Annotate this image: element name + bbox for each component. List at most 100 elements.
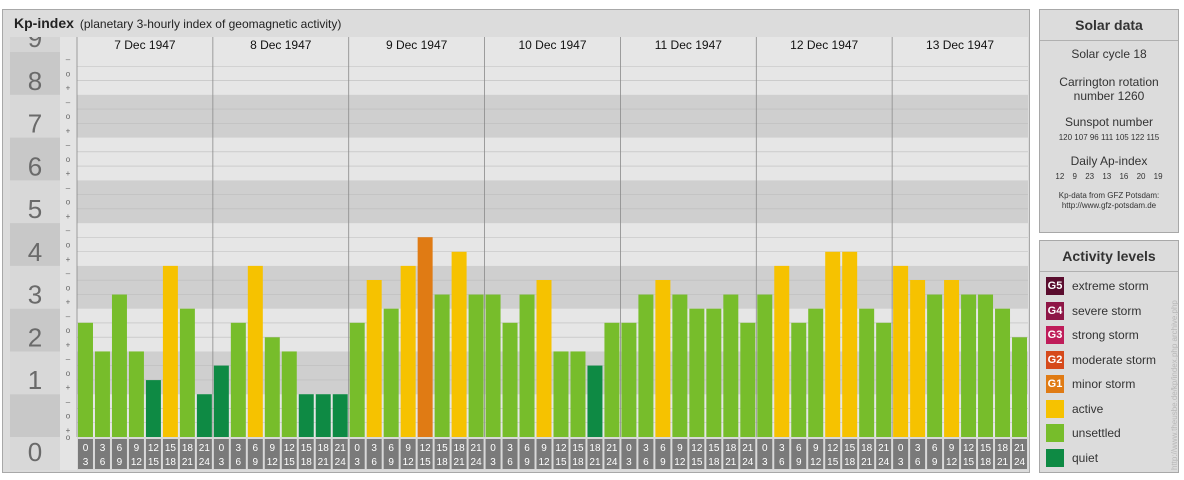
time-slot-start: 15 (437, 443, 449, 454)
time-slot-start: 6 (388, 443, 394, 454)
time-slot-end: 12 (267, 457, 279, 468)
kp-bar (774, 265, 790, 437)
time-slot-cell (859, 439, 875, 469)
activity-level-label: minor storm (1072, 377, 1136, 391)
minor-marker: o (66, 112, 71, 121)
time-slot-end: 6 (100, 457, 106, 468)
time-slot-end: 6 (371, 457, 377, 468)
minor-marker: – (66, 355, 71, 364)
kp-bar (859, 308, 875, 437)
time-slot-start: 21 (199, 443, 211, 454)
activity-level-swatch (1046, 399, 1064, 418)
time-slot-cell (910, 439, 926, 469)
kp-bar (689, 308, 705, 437)
minor-marker: – (66, 269, 71, 278)
time-slot-cell (774, 439, 790, 469)
time-slot-cell (162, 439, 178, 469)
kp-bar (791, 322, 807, 437)
time-slot-cell (825, 439, 841, 469)
minor-marker: o (66, 241, 71, 250)
minor-marker: o (66, 69, 71, 78)
time-slot-end: 3 (898, 457, 904, 468)
kp-bar (230, 322, 246, 437)
time-slot-cell (179, 439, 195, 469)
kp-bar (638, 294, 654, 437)
time-slot-end: 18 (165, 457, 177, 468)
activity-level-swatch: G5 (1046, 277, 1064, 295)
day-label: 11 Dec 1947 (655, 38, 722, 52)
time-slot-start: 12 (555, 443, 567, 454)
time-slot-end: 9 (932, 457, 938, 468)
time-slot-cell (213, 439, 229, 469)
time-slot-start: 15 (301, 443, 313, 454)
time-slot-start: 15 (980, 443, 992, 454)
time-slot-start: 6 (117, 443, 123, 454)
plot-band (77, 180, 1028, 224)
kp-bar (621, 322, 637, 437)
time-slot-end: 21 (454, 457, 466, 468)
watermark[interactable]: http://www.theusbe.de/kp/index.php archi… (1170, 300, 1179, 470)
y-label-band (10, 137, 60, 181)
kp-bar (383, 308, 399, 437)
activity-level-item: G4 severe storm (1046, 301, 1141, 321)
minor-marker: + (66, 84, 71, 93)
credit-url[interactable]: http://www.gfz-potsdam.de (1061, 201, 1157, 210)
kp-bar (485, 294, 501, 437)
plot-band (77, 265, 1028, 309)
credit-line-1: Kp-data from GFZ Potsdam: (1058, 191, 1160, 200)
y-tick-label: 2 (28, 322, 42, 352)
ap-index-values: 12 9 23 13 16 20 19 (1055, 172, 1163, 181)
chart-title: Kp-index (14, 15, 74, 31)
time-slot-start: 21 (1014, 443, 1026, 454)
time-slot-end: 24 (1014, 457, 1026, 468)
time-slot-end: 18 (301, 457, 313, 468)
time-slot-end: 18 (980, 457, 992, 468)
time-slot-end: 21 (997, 457, 1009, 468)
activity-levels-panel: Activity levels G5 extreme storm G4 severe … (1039, 240, 1179, 473)
time-slot-end: 3 (83, 457, 89, 468)
time-slot-start: 9 (677, 443, 683, 454)
time-slot-start: 3 (100, 443, 106, 454)
time-slot-end: 24 (878, 457, 890, 468)
kp-credit: Kp-data from GFZ Potsdam: http://www.gfz… (1040, 191, 1178, 211)
time-slot-start: 12 (827, 443, 839, 454)
kp-bar (400, 265, 416, 437)
kp-bar (706, 308, 722, 437)
minor-marker: o (66, 283, 71, 292)
kp-bar (94, 351, 110, 437)
kp-bar (808, 308, 824, 437)
time-slot-cell (281, 439, 297, 469)
activity-level-item: quiet (1046, 448, 1098, 468)
time-slot-start: 21 (606, 443, 618, 454)
activity-level-item: unsettled (1046, 423, 1121, 443)
kp-bar (451, 251, 467, 437)
activity-level-swatch: G1 (1046, 375, 1064, 393)
kp-bar (536, 280, 552, 437)
kp-bar (740, 322, 756, 437)
time-slot-end: 3 (219, 457, 225, 468)
kp-bar (757, 294, 773, 437)
y-label-band (10, 394, 60, 437)
kp-bar (298, 394, 314, 437)
kp-bar (213, 365, 229, 437)
minor-marker: o (66, 412, 71, 421)
y-label-band (10, 52, 60, 95)
time-slot-start: 0 (219, 443, 225, 454)
kp-bar (196, 394, 212, 437)
time-slot-cell (587, 439, 603, 469)
time-slot-end: 21 (725, 457, 737, 468)
kp-bar (587, 365, 603, 437)
y-label-band (10, 351, 60, 395)
time-slot-end: 15 (827, 457, 839, 468)
activity-level-label: extreme storm (1072, 279, 1149, 293)
time-slot-start: 18 (182, 443, 194, 454)
time-slot-cell (417, 439, 433, 469)
activity-level-label: active (1072, 401, 1104, 416)
minor-marker: + (66, 212, 71, 221)
kp-bar (468, 294, 484, 437)
time-slot-end: 6 (236, 457, 242, 468)
y-label-band (10, 308, 60, 352)
day-label: 13 Dec 1947 (926, 38, 994, 52)
day-label: 9 Dec 1947 (386, 38, 448, 52)
time-slot-cell (128, 439, 144, 469)
